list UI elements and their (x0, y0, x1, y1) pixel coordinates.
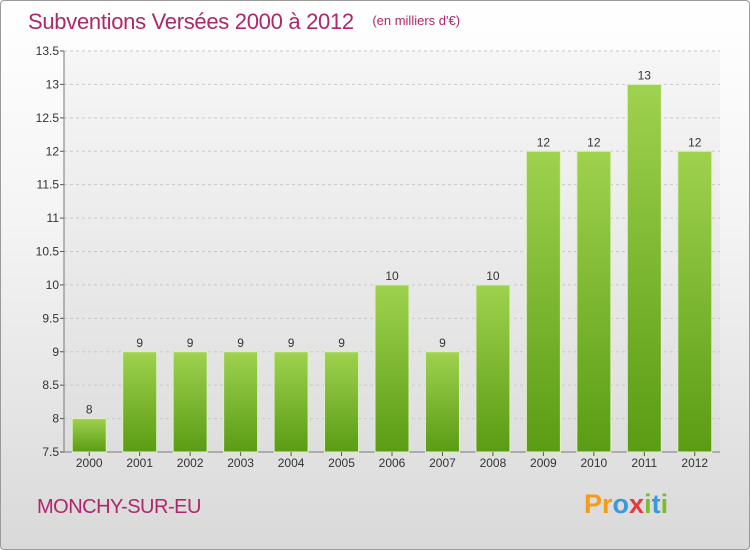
data-label-2002: 9 (187, 336, 194, 350)
y-tick-label: 9 (52, 345, 59, 359)
bar-2009 (525, 150, 561, 453)
data-label-2006: 10 (385, 269, 399, 283)
proxiti-logo: Proxiti (584, 489, 668, 520)
data-label-2009: 12 (537, 135, 551, 149)
data-label-2010: 12 (587, 135, 601, 149)
bar-2000 (71, 418, 107, 453)
plot-area: 7.5 8 8.5 9 9.5 10 10.5 11 11.5 12 12.5 13 13.5 8 2000… (36, 44, 720, 470)
x-tick-label-2006: 2006 (379, 456, 406, 470)
y-tick-label: 11.5 (37, 178, 60, 192)
bar-2002 (172, 351, 208, 453)
x-tick-label-2010: 2010 (580, 456, 607, 470)
y-tick-label: 12 (46, 144, 60, 158)
logo-letter: x (629, 489, 645, 519)
y-tick-label: 9.5 (42, 311, 59, 325)
y-tick-label: 7.5 (42, 445, 59, 459)
logo-letter: r (602, 489, 613, 519)
y-tick-label: 13 (46, 77, 60, 91)
bar-2003 (223, 351, 259, 453)
x-tick-label-2007: 2007 (429, 456, 456, 470)
y-tick-label: 11 (47, 211, 60, 225)
data-label-2008: 10 (486, 269, 500, 283)
x-tick-label-2001: 2001 (126, 456, 153, 470)
data-label-2011: 13 (638, 68, 652, 82)
data-label-2012: 12 (688, 135, 702, 149)
chart-title: Subventions Versées 2000 à 2012 (28, 9, 354, 34)
y-tick-label: 13.5 (36, 44, 60, 58)
bar-2008 (475, 284, 511, 453)
logo-letter: i (660, 489, 669, 519)
x-tick-label-2002: 2002 (177, 456, 204, 470)
data-label-2003: 9 (237, 336, 244, 350)
x-tick-label-2009: 2009 (530, 456, 557, 470)
data-label-2000: 8 (86, 403, 93, 417)
y-tick-label: 8 (52, 412, 59, 426)
data-label-2005: 9 (338, 336, 345, 350)
bar-2001 (122, 351, 158, 453)
bar-2004 (273, 351, 309, 453)
x-tick-label-2012: 2012 (681, 456, 708, 470)
y-tick-label: 10.5 (36, 245, 60, 259)
data-label-2004: 9 (288, 336, 295, 350)
bar-2007 (424, 351, 460, 453)
logo-letter: t (651, 489, 661, 519)
header: Subventions Versées 2000 à 2012 (en mill… (28, 9, 460, 35)
x-tick-label-2004: 2004 (278, 456, 305, 470)
y-tick-label: 10 (46, 278, 60, 292)
logo-letter: i (644, 489, 652, 519)
logo-letter: P (584, 489, 603, 519)
bar-2010 (576, 150, 612, 453)
bar-2006 (374, 284, 410, 453)
logo-letter: o (612, 489, 630, 519)
y-tick-label: 12.5 (36, 111, 60, 125)
data-label-2007: 9 (439, 336, 446, 350)
x-tick-label-2000: 2000 (76, 456, 103, 470)
town-name: MONCHY-SUR-EU (37, 496, 201, 518)
bar-2011 (626, 83, 662, 453)
x-tick-label-2005: 2005 (328, 456, 355, 470)
y-tick-label: 8.5 (42, 378, 59, 392)
x-tick-label-2011: 2011 (631, 456, 657, 470)
x-tick-label-2008: 2008 (480, 456, 507, 470)
x-tick-label-2003: 2003 (227, 456, 254, 470)
data-label-2001: 9 (136, 336, 143, 350)
bar-2005 (324, 351, 360, 453)
chart-unit: (en milliers d'€) (372, 13, 461, 28)
bar-2012 (677, 150, 713, 453)
